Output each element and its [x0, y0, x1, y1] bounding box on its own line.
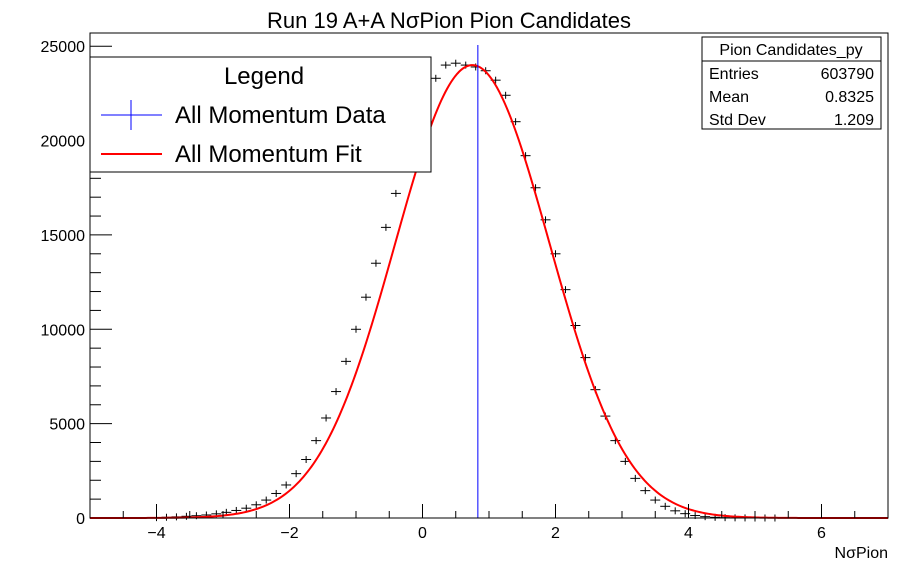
legend: Legend All Momentum Data All Momentum Fi… — [89, 56, 432, 173]
data-point — [450, 59, 461, 67]
data-point — [570, 322, 581, 330]
x-tick-label: 6 — [817, 525, 826, 542]
y-tick-label: 10000 — [41, 322, 86, 339]
data-point — [380, 223, 391, 231]
x-tick-label: −2 — [280, 525, 298, 542]
axes: −4 −2 0 2 4 6 0 5000 10000 15000 20000 25000 — [41, 39, 889, 542]
data-point — [231, 506, 242, 514]
y-tick-label: 5000 — [49, 417, 85, 434]
legend-title: Legend — [224, 63, 304, 90]
data-point — [321, 414, 332, 422]
data-point — [251, 501, 262, 509]
data-point — [670, 507, 681, 515]
data-point — [281, 481, 292, 489]
data-point — [660, 502, 671, 510]
data-point — [331, 388, 342, 396]
data-point — [700, 513, 711, 521]
x-tick-label: −4 — [147, 525, 165, 542]
x-tick-label: 0 — [418, 525, 427, 542]
stats-box-title: Pion Candidates_py — [719, 42, 862, 59]
x-tick-label: 4 — [684, 525, 693, 542]
data-point — [370, 259, 381, 267]
y-tick-label: 15000 — [41, 228, 86, 245]
chart-title: Run 19 A+A NσPion Pion Candidates — [267, 8, 631, 33]
data-point — [440, 61, 451, 69]
x-tick-label: 2 — [551, 525, 560, 542]
data-point — [430, 74, 441, 82]
data-point — [291, 470, 302, 478]
y-tick-label: 0 — [76, 511, 85, 528]
data-point — [630, 474, 641, 482]
stats-value-entries: 603790 — [821, 66, 874, 83]
data-point — [650, 496, 661, 504]
stats-box: Pion Candidates_py Entries 603790 Mean 0… — [701, 36, 882, 130]
stats-label-entries: Entries — [709, 66, 759, 83]
data-point — [271, 489, 282, 497]
data-point — [341, 357, 352, 365]
data-point — [500, 91, 511, 99]
stats-label-stddev: Std Dev — [709, 112, 766, 129]
stats-label-mean: Mean — [709, 89, 749, 106]
y-tick-label: 25000 — [41, 39, 86, 56]
stats-value-mean: 0.8325 — [825, 89, 874, 106]
data-point — [530, 184, 541, 192]
plot-frame — [89, 32, 889, 519]
legend-entry-data: All Momentum Data — [175, 102, 386, 129]
stats-box-frame — [701, 36, 882, 130]
data-point — [360, 293, 371, 301]
data-point — [261, 496, 272, 504]
y-tick-label: 20000 — [41, 134, 86, 151]
x-axis-label: NσPion — [835, 545, 888, 562]
data-point — [301, 455, 312, 463]
data-point — [580, 354, 591, 362]
data-point — [351, 325, 361, 333]
data-point — [390, 189, 401, 197]
data-point — [640, 487, 651, 495]
data-point — [311, 437, 322, 445]
stats-value-stddev: 1.209 — [834, 112, 874, 129]
data-point — [241, 504, 252, 512]
legend-entry-fit: All Momentum Fit — [175, 141, 362, 168]
